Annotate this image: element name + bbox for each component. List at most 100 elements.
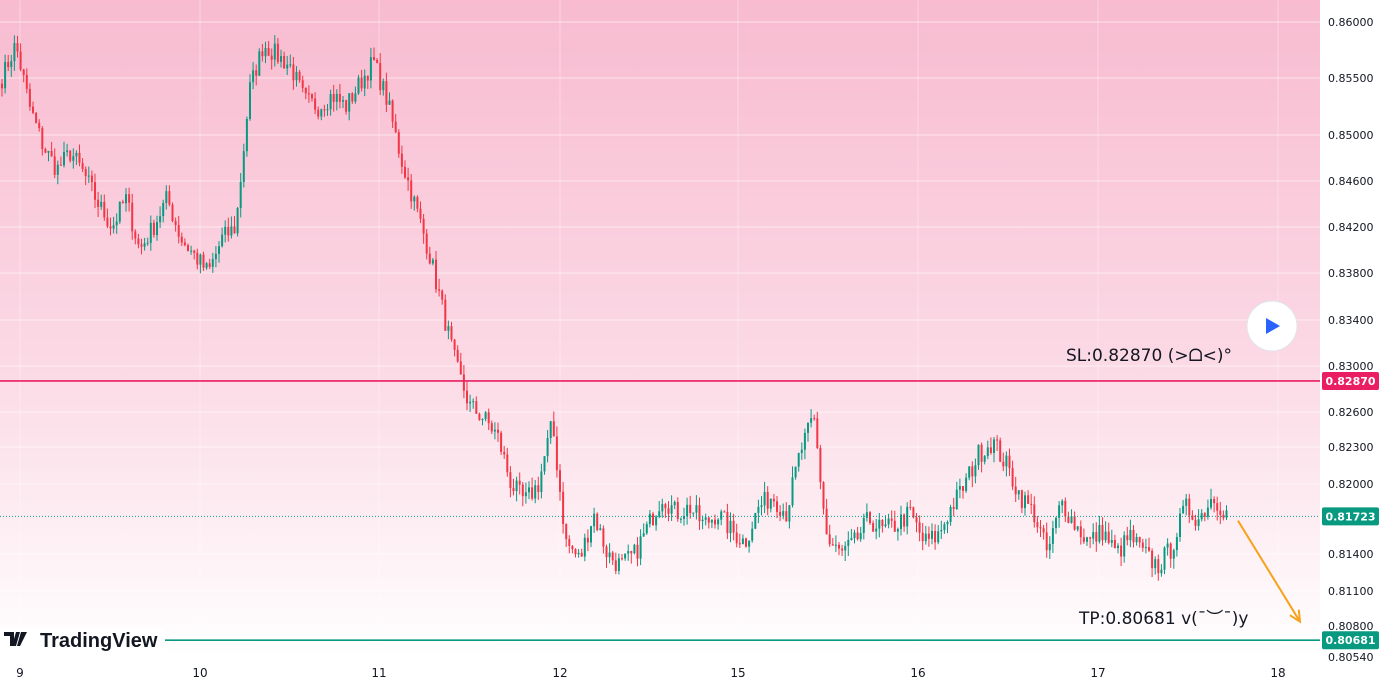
time-axis[interactable]: 9 10 11 12 15 16 17 18 bbox=[16, 666, 1285, 680]
candle-body bbox=[487, 412, 490, 424]
logo-backdrop bbox=[0, 628, 165, 653]
candle-body bbox=[400, 153, 403, 167]
candle-body bbox=[1, 83, 3, 89]
candle-body bbox=[1120, 545, 1123, 557]
candle-body bbox=[50, 150, 53, 157]
candle-body bbox=[1144, 547, 1147, 549]
candle-body bbox=[714, 519, 716, 525]
candle-body bbox=[605, 546, 608, 558]
candle-body bbox=[1191, 515, 1194, 520]
candle-body bbox=[559, 470, 561, 492]
candle-body bbox=[171, 204, 174, 221]
tradingview-logo[interactable]: TradingView bbox=[4, 630, 158, 652]
candle-body bbox=[472, 401, 475, 403]
price-tag-bg bbox=[1322, 631, 1379, 650]
candle-body bbox=[109, 226, 112, 229]
candle-body bbox=[187, 245, 189, 251]
candle-body bbox=[1210, 499, 1212, 508]
candle-body bbox=[822, 482, 825, 509]
candle-body bbox=[611, 552, 614, 561]
candle-body bbox=[912, 507, 915, 518]
candle-body bbox=[847, 539, 850, 546]
candle-body bbox=[958, 486, 961, 490]
price-tag-bg bbox=[1322, 371, 1379, 390]
candle-body bbox=[35, 112, 38, 123]
candle-body bbox=[872, 523, 875, 532]
candle-body bbox=[63, 152, 65, 166]
candle-body bbox=[242, 151, 245, 182]
candle-body bbox=[404, 166, 406, 178]
candle-body bbox=[562, 491, 565, 524]
candle-body bbox=[87, 175, 90, 177]
candle-body bbox=[692, 512, 695, 514]
candle-body bbox=[717, 519, 720, 525]
y-tick-label: 0.82000 bbox=[1328, 478, 1374, 491]
candle-body bbox=[903, 514, 906, 527]
candle-body bbox=[304, 87, 307, 94]
target-arrow bbox=[1237, 520, 1301, 623]
x-tick-label: 10 bbox=[192, 666, 207, 680]
candle-body bbox=[670, 505, 673, 514]
candle-body bbox=[394, 121, 397, 133]
candle-body bbox=[1160, 569, 1163, 574]
candle-body bbox=[180, 236, 183, 243]
candle-body bbox=[56, 164, 59, 175]
candle-body bbox=[754, 512, 757, 529]
y-tick-label: 0.85000 bbox=[1328, 129, 1374, 142]
candle-body bbox=[1089, 537, 1092, 539]
plot-background bbox=[0, 0, 1320, 657]
candle-body bbox=[1216, 503, 1219, 511]
candle-body bbox=[128, 194, 131, 203]
candle-body bbox=[683, 516, 685, 519]
candle-body bbox=[1129, 529, 1132, 541]
x-tick-label: 16 bbox=[910, 666, 925, 680]
candle-body bbox=[146, 242, 149, 244]
candle-body bbox=[351, 93, 354, 102]
candle-body bbox=[732, 520, 735, 533]
candle-body bbox=[633, 544, 636, 554]
candle-body bbox=[617, 558, 620, 571]
candle-body bbox=[726, 511, 729, 534]
candle-body bbox=[301, 80, 304, 88]
candle-body bbox=[738, 543, 741, 545]
candle-body bbox=[1030, 503, 1033, 505]
y-tick-label: 0.83400 bbox=[1328, 314, 1374, 327]
candle-body bbox=[32, 106, 34, 113]
candle-body bbox=[53, 156, 56, 175]
price-axis[interactable]: 0.86000 0.85500 0.85000 0.84600 0.84200 0.838… bbox=[1328, 16, 1374, 664]
candle-body bbox=[676, 501, 679, 519]
candle-body bbox=[183, 242, 186, 246]
candle-body bbox=[385, 81, 388, 105]
candle-body bbox=[658, 511, 661, 517]
candle-body bbox=[531, 487, 534, 499]
candle-body bbox=[497, 429, 499, 433]
candle-body bbox=[977, 444, 980, 466]
candle-body bbox=[72, 156, 75, 161]
candle-body bbox=[794, 466, 797, 478]
candle-body bbox=[797, 453, 800, 467]
candle-body bbox=[230, 226, 233, 236]
candle-body bbox=[1132, 529, 1135, 543]
candle-body bbox=[307, 93, 310, 95]
candle-body bbox=[1197, 519, 1200, 526]
candle-body bbox=[1064, 500, 1067, 517]
candle-body bbox=[1194, 519, 1197, 526]
candle-body bbox=[571, 545, 574, 550]
candle-body bbox=[552, 421, 555, 437]
play-button[interactable] bbox=[1246, 300, 1298, 352]
candle-body bbox=[103, 201, 106, 218]
candle-body bbox=[106, 217, 109, 227]
candle-body bbox=[19, 51, 22, 70]
candle-body bbox=[438, 289, 441, 291]
candle-body bbox=[252, 70, 255, 83]
candle-body bbox=[149, 222, 152, 243]
candle-body bbox=[478, 413, 481, 420]
candle-body bbox=[239, 181, 242, 209]
candle-body bbox=[335, 93, 338, 102]
candle-body bbox=[326, 109, 329, 111]
candle-body bbox=[952, 507, 955, 509]
candle-body bbox=[1092, 532, 1095, 539]
candle-body bbox=[918, 522, 921, 533]
candle-body bbox=[565, 523, 568, 540]
candle-body bbox=[698, 505, 701, 522]
